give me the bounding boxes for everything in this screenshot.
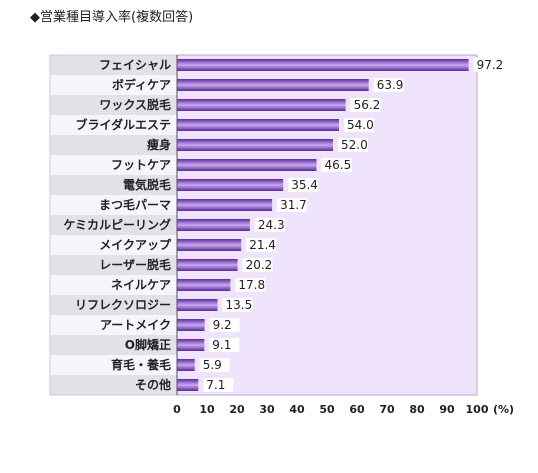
bar <box>177 199 273 211</box>
label-band <box>50 175 177 195</box>
label-band <box>50 195 177 215</box>
label-band <box>50 215 177 235</box>
value-label: 54.0 <box>347 118 374 132</box>
value-label: 9.2 <box>213 318 232 332</box>
value-label: 35.4 <box>291 178 318 192</box>
label-band <box>50 115 177 135</box>
category-label: 育毛・養毛 <box>111 357 171 372</box>
value-label-box <box>338 138 368 152</box>
value-label-box <box>473 58 504 72</box>
value-label-box <box>321 158 352 172</box>
bar <box>177 79 369 91</box>
label-band <box>50 155 177 175</box>
value-label-box <box>203 378 234 392</box>
value-label: 9.1 <box>212 338 231 352</box>
value-label: 97.2 <box>477 58 504 72</box>
bar <box>177 139 333 151</box>
x-tick-label: 100 <box>466 403 489 416</box>
label-band <box>50 315 177 335</box>
category-label: O脚矯正 <box>125 337 171 352</box>
category-label: ケミカルピーリング <box>63 217 171 232</box>
category-label: リフレクソロジー <box>75 298 171 312</box>
bar <box>177 119 339 131</box>
x-tick-label: 10 <box>199 403 215 416</box>
value-label-box <box>350 98 381 112</box>
value-label-box <box>344 118 374 132</box>
value-label: 5.9 <box>203 358 222 372</box>
category-label: ネイルケア <box>111 278 171 292</box>
chart-title: ◆営業種目導入率(複数回答) <box>30 10 194 25</box>
category-label: その他 <box>135 377 171 392</box>
bar <box>177 339 205 351</box>
bar <box>177 319 205 331</box>
value-label: 24.3 <box>258 218 285 232</box>
value-label-box <box>277 198 308 212</box>
x-axis-unit-label: (%) <box>493 403 514 416</box>
value-label: 21.4 <box>249 238 276 252</box>
value-label: 52.0 <box>341 138 368 152</box>
x-tick-label: 0 <box>173 403 181 416</box>
bar <box>177 359 195 371</box>
x-tick-label: 40 <box>289 403 305 416</box>
x-tick-label: 90 <box>439 403 455 416</box>
label-band <box>50 355 177 375</box>
value-label-box <box>235 278 266 292</box>
value-label-box <box>246 238 277 252</box>
category-label: ワックス脱毛 <box>99 97 171 112</box>
category-label: 痩身 <box>147 137 171 152</box>
category-label: ボディケア <box>112 77 171 92</box>
category-label: ブライダルエステ <box>75 117 171 132</box>
value-label: 13.5 <box>226 298 253 312</box>
category-label: メイクアップ <box>99 237 172 252</box>
value-label: 56.2 <box>354 98 381 112</box>
category-label: レーザー脱毛 <box>99 257 171 272</box>
bar <box>177 259 238 271</box>
value-label-box <box>222 298 253 312</box>
label-band <box>50 95 177 115</box>
x-tick-label: 20 <box>229 403 245 416</box>
bar <box>177 59 469 71</box>
value-label: 31.7 <box>280 198 307 212</box>
x-tick-label: 70 <box>379 403 395 416</box>
bar <box>177 179 284 191</box>
value-label-box <box>373 78 404 92</box>
bar <box>177 219 250 231</box>
label-band <box>50 295 177 315</box>
value-label: 63.9 <box>377 78 404 92</box>
label-band <box>50 255 177 275</box>
x-tick-label: 50 <box>319 403 335 416</box>
label-band <box>50 55 177 75</box>
value-label: 20.2 <box>246 258 273 272</box>
bar <box>177 379 199 391</box>
label-band <box>50 275 177 295</box>
value-label-box <box>288 178 319 192</box>
value-label-box <box>199 358 230 372</box>
x-tick-label: 30 <box>259 403 275 416</box>
x-tick-label: 60 <box>349 403 365 416</box>
label-band <box>50 375 177 395</box>
category-label: フェイシャル <box>99 58 171 72</box>
bar <box>177 279 231 291</box>
value-label-box <box>209 318 240 332</box>
value-label: 17.8 <box>238 278 265 292</box>
label-band <box>50 335 177 355</box>
bar <box>177 159 317 171</box>
category-label: 電気脱毛 <box>123 177 171 192</box>
category-label: アートメイク <box>100 318 171 332</box>
label-band <box>50 235 177 255</box>
value-label-box <box>209 338 240 352</box>
bar <box>177 239 242 251</box>
category-label: まつ毛パーマ <box>99 197 171 212</box>
value-label-box <box>254 218 285 232</box>
value-label-box <box>242 258 273 272</box>
label-band <box>50 135 177 155</box>
value-label: 46.5 <box>325 158 352 172</box>
bar <box>177 299 218 311</box>
value-label: 7.1 <box>206 378 225 392</box>
category-label: フットケア <box>111 158 171 172</box>
x-tick-label: 80 <box>409 403 425 416</box>
bar <box>177 99 346 111</box>
label-band <box>50 75 177 95</box>
